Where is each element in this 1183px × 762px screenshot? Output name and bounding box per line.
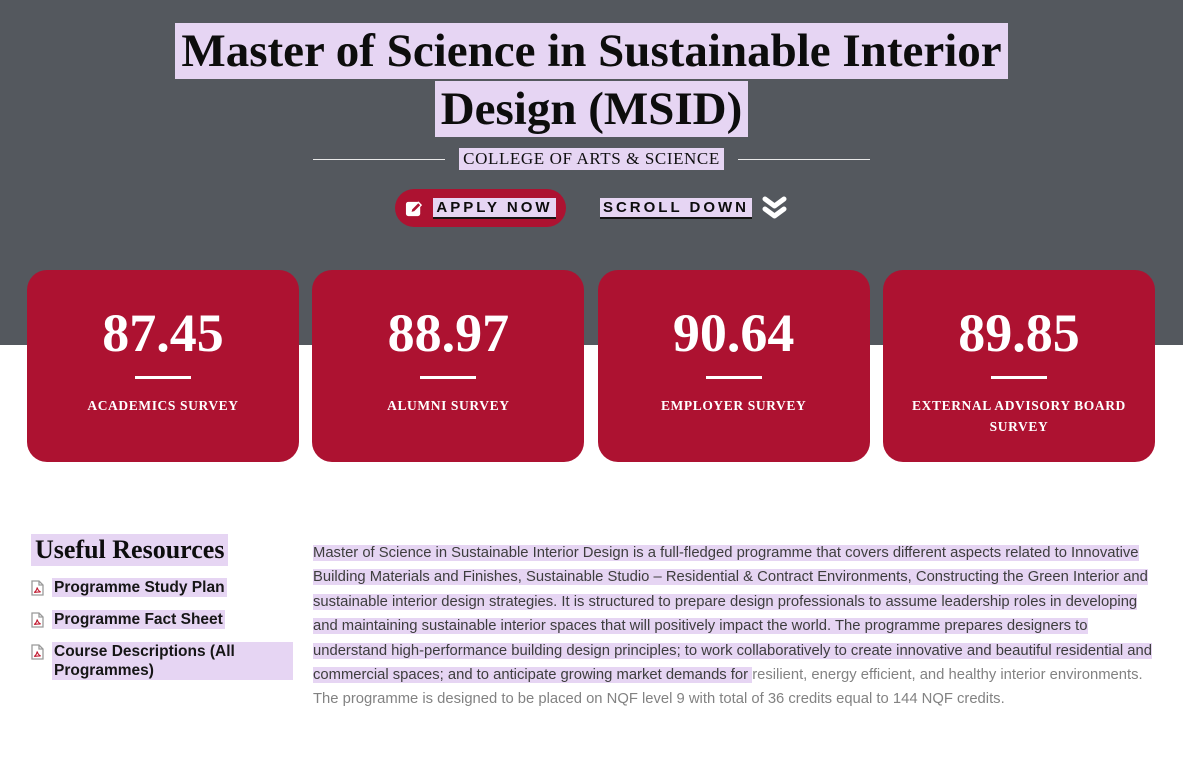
stat-divider: [705, 376, 762, 379]
survey-stats-section: 87.45 ACADEMICS SURVEY 88.97 ALUMNI SURV…: [27, 270, 1155, 462]
scroll-down-label: SCROLL DOWN: [599, 197, 753, 219]
apply-now-label: APPLY NOW: [433, 197, 556, 219]
resource-item-study-plan[interactable]: Programme Study Plan: [31, 578, 293, 597]
pdf-file-icon: [31, 612, 44, 628]
scroll-down-link[interactable]: SCROLL DOWN: [599, 196, 788, 220]
left-divider-rule: [313, 158, 446, 160]
stat-card-academics-survey: 87.45 ACADEMICS SURVEY: [27, 270, 299, 462]
stat-value: 87.45: [102, 303, 224, 363]
stat-value: 89.85: [958, 303, 1080, 363]
resource-link[interactable]: Programme Study Plan: [52, 578, 227, 597]
resource-link[interactable]: Course Descriptions (All Programmes): [52, 642, 293, 680]
useful-resources-section: Useful Resources Programme Study Plan: [31, 534, 293, 693]
stat-label: ALUMNI SURVEY: [387, 398, 510, 413]
stat-divider: [135, 376, 191, 379]
programme-description-rest-text: resilient, energy efficient, and healthy…: [313, 667, 1143, 708]
page-title-line2: Design (MSID): [434, 81, 749, 137]
stat-divider: [420, 376, 477, 379]
resource-item-fact-sheet[interactable]: Programme Fact Sheet: [31, 610, 293, 629]
stat-value: 88.97: [387, 303, 510, 363]
stat-value: 90.64: [672, 303, 795, 363]
page-title: Master of Science in Sustainable Interio…: [0, 22, 1183, 138]
apply-now-button[interactable]: APPLY NOW: [394, 189, 566, 227]
stat-card-alumni-survey: 88.97 ALUMNI SURVEY: [312, 270, 585, 462]
pen-edit-icon: [405, 199, 424, 218]
stat-label: EMPLOYER SURVEY: [660, 398, 807, 413]
college-subtitle-row: COLLEGE OF ARTS & SCIENCE: [0, 148, 1183, 170]
stat-card-employer-survey: 90.64 EMPLOYER SURVEY: [597, 270, 870, 462]
double-chevron-down-icon: [761, 196, 788, 220]
resource-list: Programme Study Plan Programme Fact Shee…: [31, 578, 293, 680]
programme-description-selected-text: Master of Science in Sustainable Interio…: [313, 545, 1152, 684]
stat-divider: [990, 376, 1047, 379]
right-divider-rule: [737, 158, 870, 160]
programme-description: Master of Science in Sustainable Interio…: [313, 541, 1154, 712]
cta-row: APPLY NOW SCROLL DOWN: [0, 189, 1183, 227]
resource-item-course-descriptions[interactable]: Course Descriptions (All Programmes): [31, 642, 293, 680]
resources-heading: Useful Resources: [31, 534, 229, 566]
stat-card-external-advisory-board-survey: 89.85 EXTERNAL ADVISORY BOARD SURVEY: [882, 270, 1155, 462]
pdf-file-icon: [31, 644, 44, 660]
pdf-file-icon: [31, 580, 44, 596]
resource-link[interactable]: Programme Fact Sheet: [52, 610, 225, 629]
stat-label: EXTERNAL ADVISORY BOARD SURVEY: [912, 398, 1126, 434]
college-name: COLLEGE OF ARTS & SCIENCE: [459, 148, 724, 170]
stat-label: ACADEMICS SURVEY: [87, 398, 239, 413]
page-title-line1: Master of Science in Sustainable Interio…: [175, 23, 1008, 79]
